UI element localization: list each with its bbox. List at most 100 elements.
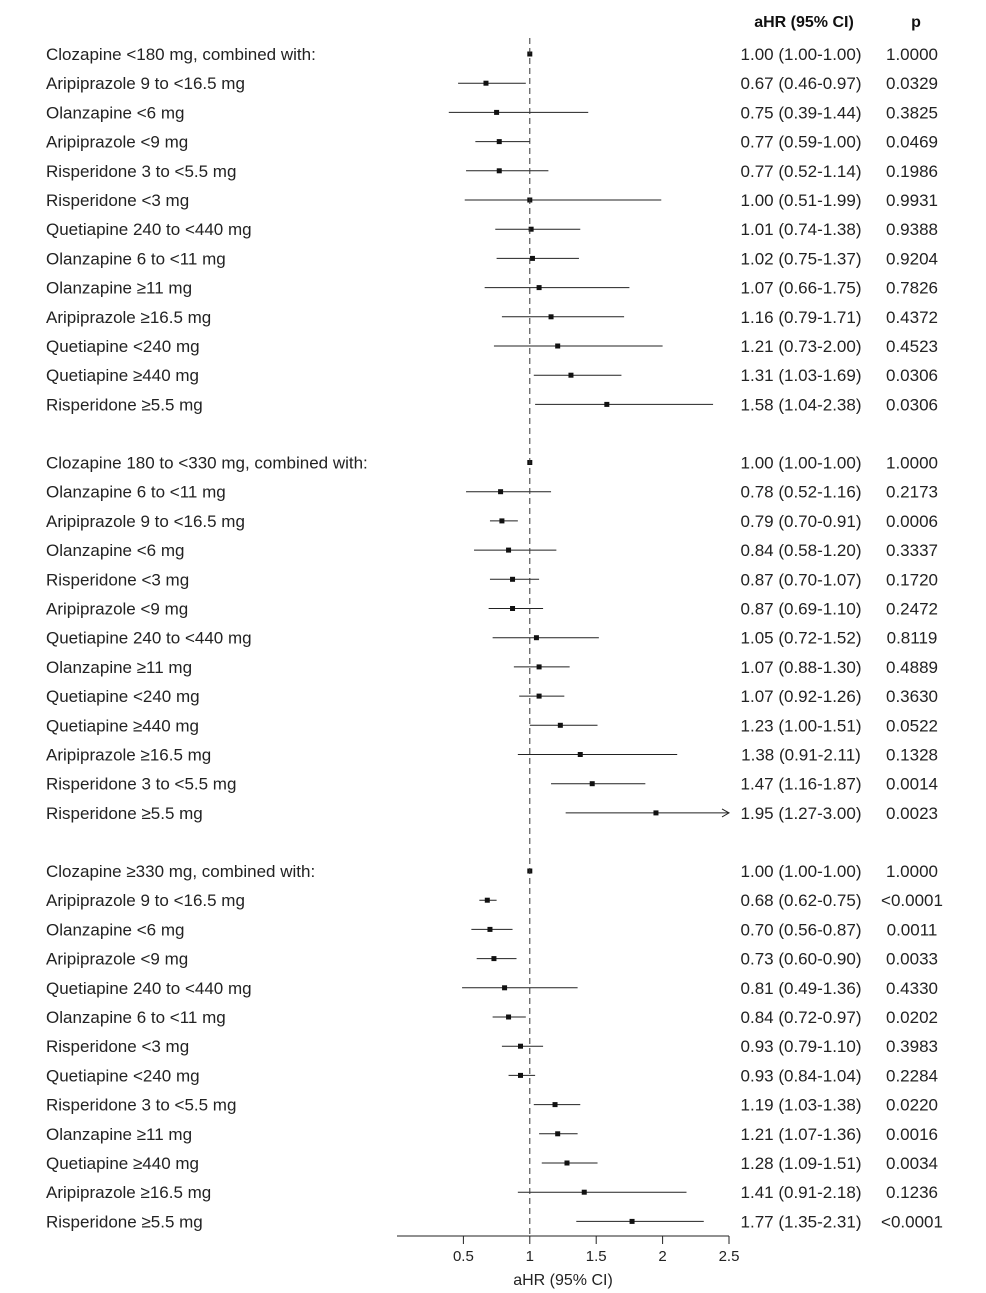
ci-text: 1.01 (0.74-1.38) [741,220,862,239]
point-estimate [487,926,493,932]
point-estimate [483,80,489,86]
row-label: Risperidone 3 to <5.5 mg [46,775,236,794]
p-value: 0.1986 [886,162,938,181]
ci-text: 0.75 (0.39-1.44) [741,103,862,122]
ci-text: 1.41 (0.91-2.18) [741,1183,862,1202]
point-estimate [536,664,542,670]
ci-text: 1.19 (1.03-1.38) [741,1096,862,1115]
point-estimate [552,1102,558,1108]
ci-text: 0.93 (0.84-1.04) [741,1066,862,1085]
point-estimate [502,985,508,991]
p-value: 0.4372 [886,308,938,327]
group-title: Clozapine <180 mg, combined with: [46,45,316,64]
ci-text: 1.02 (0.75-1.37) [741,249,862,268]
p-value: 0.9931 [886,191,938,210]
p-value: 0.3825 [886,103,938,122]
ci-text: 1.23 (1.00-1.51) [741,716,862,735]
ci-text: 0.77 (0.59-1.00) [741,133,862,152]
row-label: Aripiprazole ≥16.5 mg [46,746,211,765]
ci-text: 1.00 (1.00-1.00) [741,862,862,881]
row-label: Quetiapine 240 to <440 mg [46,629,252,648]
row-label: Quetiapine ≥440 mg [46,716,199,735]
x-tick-label: 1 [526,1248,534,1265]
row-label: Risperidone <3 mg [46,191,189,210]
row-label: Risperidone 3 to <5.5 mg [46,162,236,181]
point-estimate [496,168,502,174]
point-estimate [510,576,516,582]
group-title: Clozapine ≥330 mg, combined with: [46,862,315,881]
row-label: Aripiprazole 9 to <16.5 mg [46,74,245,93]
point-estimate [548,314,554,320]
ci-text: 0.87 (0.69-1.10) [741,600,862,619]
row-label: Olanzapine ≥11 mg [46,658,192,677]
point-estimate [653,810,659,816]
ci-text: 0.81 (0.49-1.36) [741,979,862,998]
p-value: <0.0001 [881,1212,943,1231]
point-estimate [629,1218,635,1224]
ci-text: 0.68 (0.62-0.75) [741,891,862,910]
point-estimate [498,489,504,495]
p-value: 0.8119 [887,629,938,648]
point-estimate [555,343,561,349]
ci-text: 1.05 (0.72-1.52) [741,629,862,648]
p-value: 0.0006 [886,512,938,531]
x-tick-label: 0.5 [453,1248,474,1265]
ci-text: 1.00 (1.00-1.00) [741,454,862,473]
group-title: Clozapine 180 to <330 mg, combined with: [46,454,368,473]
point-estimate [499,518,505,524]
ci-text: 0.79 (0.70-0.91) [741,512,862,531]
p-value: 0.9204 [886,249,938,268]
p-value: 0.7826 [886,279,938,298]
row-label: Olanzapine <6 mg [46,541,184,560]
point-estimate [536,285,542,291]
row-label: Aripiprazole ≥16.5 mg [46,308,211,327]
p-value: 0.0014 [886,775,938,794]
p-value: 0.0220 [886,1096,938,1115]
row-label: Olanzapine ≥11 mg [46,279,192,298]
row-label: Olanzapine 6 to <11 mg [46,1008,226,1027]
row-label: Olanzapine <6 mg [46,103,184,122]
x-tick-label: 1.5 [586,1248,607,1265]
ci-text: 1.38 (0.91-2.11) [741,746,861,765]
ci-text: 1.21 (1.07-1.36) [741,1125,862,1144]
point-estimate [529,255,535,261]
forest-rows: Clozapine <180 mg, combined with: 1.00 (1… [46,38,943,1236]
p-value: 0.4330 [886,979,938,998]
ci-text: 1.95 (1.27-3.00) [741,804,862,823]
ci-text: 1.21 (0.73-2.00) [741,337,862,356]
row-label: Quetiapine ≥440 mg [46,1154,199,1173]
p-value: 0.3983 [886,1037,938,1056]
p-value: 0.0306 [886,395,938,414]
point-estimate [581,1189,587,1195]
row-label: Quetiapine <240 mg [46,1066,200,1085]
ci-text: 0.87 (0.70-1.07) [741,570,862,589]
x-axis: 0.5 1 1.5 2 2.5 [397,1235,739,1265]
point-estimate [528,226,534,232]
p-value: 0.3630 [886,687,938,706]
p-column-header: p [911,14,921,31]
p-value: 0.0034 [886,1154,938,1173]
ci-text: 1.00 (0.51-1.99) [741,191,862,210]
point-estimate [555,1131,561,1137]
row-label: Olanzapine <6 mg [46,920,184,939]
point-estimate [496,139,502,145]
row-label: Risperidone ≥5.5 mg [46,1212,203,1231]
ci-text: 1.07 (0.92-1.26) [741,687,862,706]
p-value: 0.0306 [886,366,938,385]
row-label: Risperidone ≥5.5 mg [46,395,203,414]
point-estimate [557,722,563,728]
p-value: 1.0000 [886,45,938,64]
point-estimate [518,1072,524,1078]
point-estimate [494,109,500,115]
ci-text: 1.07 (0.88-1.30) [741,658,862,677]
point-estimate [568,372,574,378]
row-label: Quetiapine 240 to <440 mg [46,979,252,998]
ci-text: 0.77 (0.52-1.14) [741,162,862,181]
p-value: 0.0522 [886,716,938,735]
row-label: Aripiprazole ≥16.5 mg [46,1183,211,1202]
p-value: 0.1236 [886,1183,938,1202]
point-estimate [510,606,516,611]
p-value: 0.2472 [886,600,938,619]
row-label: Quetiapine <240 mg [46,687,200,706]
